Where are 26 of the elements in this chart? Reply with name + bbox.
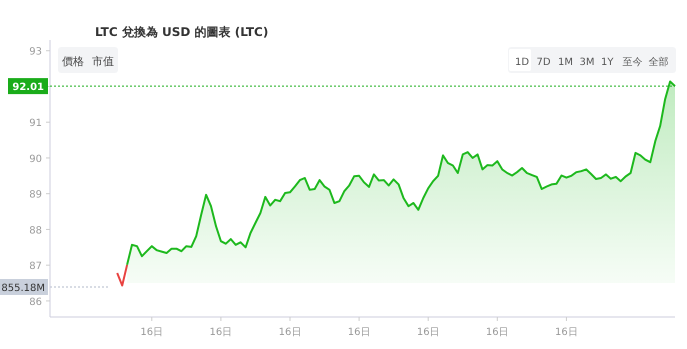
- annotation: 1Y: [601, 57, 614, 68]
- annotation: 3M: [580, 57, 594, 68]
- y-tick-label: 91: [29, 118, 42, 130]
- annotation: 市值: [92, 55, 114, 68]
- y-tick-label: 90: [29, 154, 42, 165]
- annotation: 全部: [648, 56, 668, 68]
- text: 855.18M: [1, 283, 45, 294]
- x-tick-label: 16日: [348, 327, 370, 338]
- annotation: 價格: [62, 55, 84, 68]
- x-tick-label: 16日: [416, 327, 440, 338]
- x-tick-label: 16日: [278, 327, 302, 338]
- chart-title: LTC 兌換為 USD 的圖表 (LTC): [95, 25, 268, 39]
- y-tick-label: 87: [29, 261, 42, 272]
- y-tick-label: 86: [29, 296, 42, 308]
- ref-line-label: 92.01: [12, 82, 44, 94]
- annotation: 1D: [515, 57, 530, 68]
- x-tick-label: 16日: [140, 327, 164, 338]
- annotation: 至今: [622, 56, 642, 68]
- x-tick-label: 16日: [486, 327, 509, 338]
- x-tick-label: 16日: [210, 327, 232, 338]
- y-tick-label: 89: [29, 190, 42, 201]
- y-tick-label: 93: [29, 46, 42, 58]
- annotation: 7D: [536, 57, 551, 68]
- annotation: 1M: [558, 57, 573, 68]
- y-tick-label: 88: [29, 225, 42, 236]
- x-tick-label: 16日: [555, 327, 578, 338]
